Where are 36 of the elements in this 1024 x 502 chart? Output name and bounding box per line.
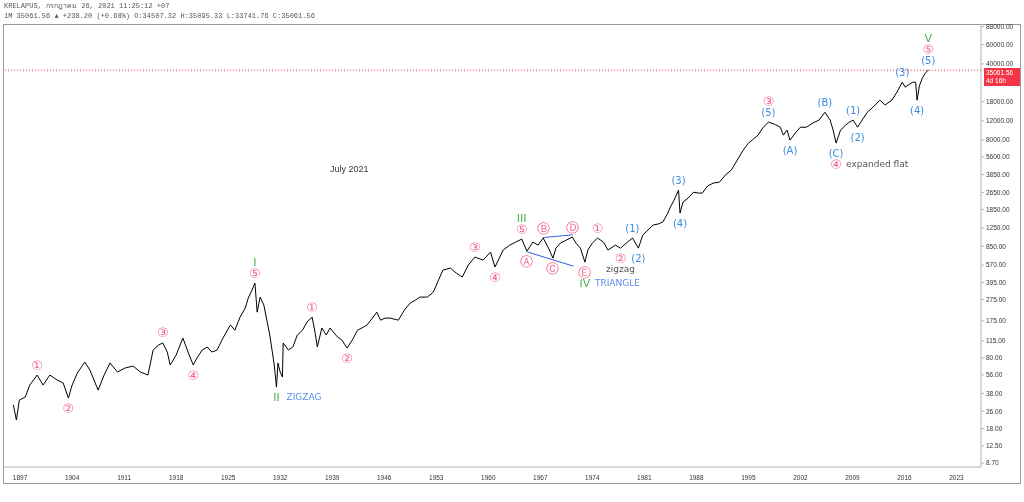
annotation: (3): [895, 66, 910, 78]
annotation: (4): [672, 217, 688, 229]
annotation: Ⓑ: [536, 220, 550, 236]
annotation: ①: [591, 220, 604, 236]
annotation: ④: [489, 269, 501, 285]
annotation: (2): [850, 131, 865, 143]
annotation: (A): [782, 144, 798, 156]
annotation: (1): [625, 222, 640, 234]
annotation: Ⓒ: [546, 260, 560, 276]
annotation: ③: [156, 325, 169, 341]
annotation: (2): [631, 252, 646, 264]
annotation: ①: [31, 357, 44, 373]
annotation: ④: [187, 367, 200, 383]
annotation: ③: [469, 239, 481, 255]
annotation: (B): [817, 96, 833, 108]
annotation: (4): [910, 104, 925, 116]
annotation: ZIGZAG: [286, 392, 322, 403]
annotation: ④: [830, 156, 842, 172]
annotation: (1): [846, 104, 861, 116]
annotation: ②: [341, 350, 353, 366]
annotation: zigzag: [606, 264, 636, 275]
annotation: ①: [306, 299, 318, 315]
annotation: (3): [671, 174, 686, 186]
annotation: II: [273, 390, 280, 404]
annotation: (5): [761, 106, 776, 118]
annotation: TRIANGLE: [593, 278, 641, 289]
annotation: Ⓐ: [520, 253, 534, 269]
line-series: [12, 69, 929, 421]
annotation: Ⓓ: [565, 219, 579, 235]
annotation: ③: [762, 93, 775, 109]
annotation: (5): [921, 54, 936, 66]
annotation: (C): [828, 147, 844, 159]
annotation: ②: [62, 400, 75, 416]
annotation: July 2021: [330, 164, 369, 175]
annotation: expanded flat: [846, 159, 909, 170]
annotation: ②: [614, 250, 627, 266]
